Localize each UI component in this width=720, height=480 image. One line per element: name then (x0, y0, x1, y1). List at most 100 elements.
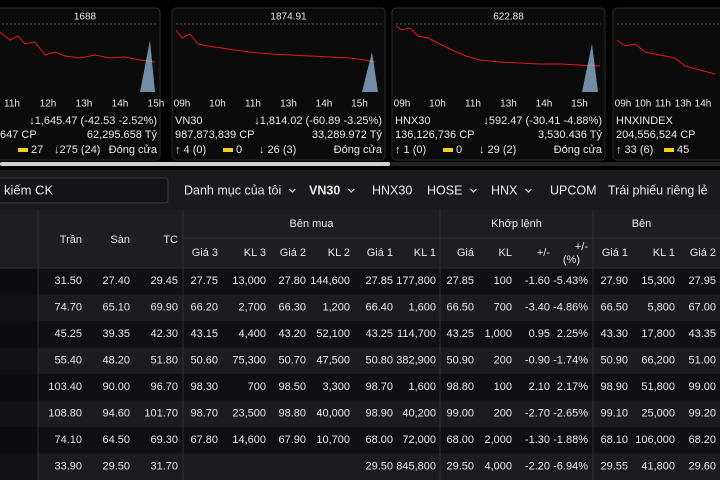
cell: 74.70 (54, 302, 82, 314)
time-label: 10h (209, 99, 226, 110)
tab-chevron[interactable] (524, 188, 532, 193)
cell: 67.00 (688, 302, 716, 314)
cell: 41,800 (641, 461, 675, 473)
decliners: ↓ 26 (3) (259, 144, 296, 156)
group-header: Bên mua (289, 218, 334, 230)
cell: 43.15 (190, 328, 218, 340)
cell: 51,800 (641, 381, 675, 393)
cell: 99.00 (688, 381, 716, 393)
time-label: 13h (675, 99, 692, 110)
cell: 1,200 (322, 302, 350, 314)
cell: 48.20 (102, 355, 130, 367)
cell: 50.80 (365, 355, 393, 367)
column-header: Giá 1 (367, 247, 393, 259)
cell: 99.00 (446, 408, 474, 420)
cell: 43.20 (278, 328, 306, 340)
tab[interactable]: UPCOM (550, 183, 597, 197)
scrollbar-thumb[interactable] (0, 162, 390, 166)
time-label: 09h (174, 99, 191, 110)
cell: 31.50 (54, 275, 82, 287)
column-header: Giá 2 (280, 247, 306, 259)
index-name: HNX30 (395, 115, 430, 127)
cell: 27.80 (278, 275, 306, 287)
cell: 100 (494, 275, 512, 287)
cell: 27.95 (688, 275, 716, 287)
cell: 23,500 (232, 408, 266, 420)
column-header: +/- (537, 247, 550, 259)
column-header: KL 1 (653, 247, 675, 259)
cell: 29.50 (365, 461, 393, 473)
cell: 15,300 (641, 275, 675, 287)
index-volume: 136,126,736 CP (395, 129, 475, 141)
column-header: Sàn (110, 234, 130, 246)
cell: 2.17% (557, 381, 588, 393)
row-bg (0, 294, 720, 321)
cell: 200 (494, 408, 512, 420)
cell: -3.40 (525, 302, 550, 314)
tab[interactable]: Trái phiếu riêng lẻ (608, 183, 708, 197)
cell: 99.10 (600, 408, 628, 420)
cell: 64.50 (102, 434, 130, 446)
cell: 98.70 (190, 408, 218, 420)
time-label: 12h (40, 99, 57, 110)
index-value: 62,295.658 Tỷ (87, 129, 158, 141)
volume-spike (582, 44, 598, 92)
cell: 2.25% (557, 328, 588, 340)
cell: 45.25 (54, 328, 82, 340)
column-header: Giá (457, 247, 475, 259)
tab-chevron[interactable] (347, 188, 355, 193)
ceiling-count: 0 (456, 144, 462, 156)
sparkline (616, 39, 716, 75)
index-value: 3,530.436 Tỷ (538, 129, 603, 141)
cell: 43.25 (446, 328, 474, 340)
tab[interactable]: HNX30 (372, 183, 412, 197)
cell: 68.20 (688, 434, 716, 446)
cell: 700 (248, 381, 266, 393)
cell: -2.70 (525, 408, 550, 420)
row-bg (0, 374, 720, 401)
time-label: 14h (695, 99, 712, 110)
cell: 106,000 (635, 434, 675, 446)
cell: 3,300 (322, 381, 350, 393)
cell: 51.00 (688, 355, 716, 367)
time-label: 15h (351, 99, 368, 110)
group-header: Khớp lệnh (491, 218, 542, 230)
cell: 103.40 (48, 381, 82, 393)
header-bg (0, 210, 720, 268)
column-header: Giá 2 (690, 247, 716, 259)
index-volume: 987,873,839 CP (175, 129, 255, 141)
cell: 1,000 (484, 328, 512, 340)
cell: 27.75 (190, 275, 218, 287)
time-label: 09h (615, 99, 632, 110)
tab[interactable]: VN30 (309, 183, 340, 197)
cell: 68.00 (446, 434, 474, 446)
column-header: KL (499, 247, 512, 259)
tab[interactable]: Danh mục của tôi (184, 183, 281, 197)
tab-chevron[interactable] (470, 188, 477, 193)
time-label: 11h (4, 99, 20, 110)
time-label: 14h (536, 99, 553, 110)
cell: 99.20 (688, 408, 716, 420)
cell: 33.90 (54, 461, 82, 473)
tab-chevron[interactable] (288, 188, 296, 193)
time-label: 15h (571, 99, 588, 110)
cell: 27.85 (365, 275, 393, 287)
cell: 31.70 (150, 461, 178, 473)
cell: 0.95 (529, 328, 550, 340)
cell: 50.70 (278, 355, 306, 367)
tab[interactable]: HNX (491, 183, 518, 197)
cell: -6.94% (553, 461, 588, 473)
cell: 43.35 (688, 328, 716, 340)
cell: 382,900 (396, 355, 436, 367)
cell: 29.55 (600, 461, 628, 473)
decliners: ↓275 (24) (54, 144, 100, 156)
sparkline (395, 25, 601, 67)
tab[interactable]: HOSE (427, 183, 462, 197)
row-bg (0, 427, 720, 454)
search-box[interactable] (0, 177, 169, 204)
cell: 29.45 (150, 275, 178, 287)
cell: 66.20 (190, 302, 218, 314)
symbol-col (0, 268, 38, 480)
panel-box (612, 7, 720, 161)
